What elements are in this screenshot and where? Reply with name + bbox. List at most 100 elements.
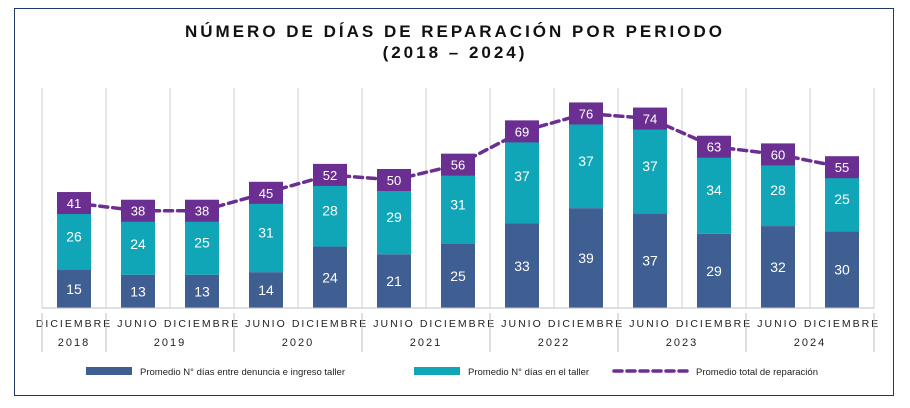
total-value-label: 69	[515, 124, 529, 139]
total-value-badge	[441, 153, 475, 176]
bar-bottom-value-label: 39	[578, 250, 594, 266]
year-label: 2022	[538, 337, 570, 349]
x-tick-label: DICIEMBRE	[548, 318, 624, 330]
legend-swatch-top	[414, 367, 460, 375]
bar-bottom-value-label: 24	[322, 269, 338, 285]
year-label: 2024	[794, 337, 826, 349]
bar-top-segment	[505, 128, 539, 224]
legend-label-line: Promedio total de reparación	[696, 367, 818, 378]
bar-top-segment	[57, 203, 91, 270]
bar-bottom-segment	[121, 274, 155, 308]
bar-top-value-label: 34	[706, 182, 722, 198]
year-label: 2020	[282, 337, 314, 349]
total-value-label: 76	[579, 106, 593, 121]
total-value-badge	[761, 143, 795, 166]
total-value-badge	[249, 181, 283, 204]
x-tick-label: DICIEMBRE	[804, 318, 880, 330]
bar-bottom-value-label: 21	[386, 273, 402, 289]
total-value-label: 45	[259, 186, 273, 201]
bar-bottom-segment	[377, 254, 411, 308]
year-label: 2019	[154, 337, 186, 349]
bar-bottom-value-label: 13	[130, 283, 146, 299]
bar-bottom-value-label: 14	[258, 282, 274, 298]
x-tick-label: DICIEMBRE	[420, 318, 496, 330]
bar-bottom-value-label: 33	[514, 258, 530, 274]
bar-bottom-segment	[57, 269, 91, 308]
total-value-label: 74	[643, 112, 657, 127]
bar-bottom-segment	[761, 226, 795, 308]
bar-bottom-segment	[441, 244, 475, 308]
x-tick-label: JUNIO	[757, 318, 799, 330]
bar-bottom-segment	[505, 223, 539, 308]
total-value-badge	[313, 163, 347, 186]
bar-bottom-segment	[313, 246, 347, 308]
x-tick-label: JUNIO	[629, 318, 671, 330]
bar-bottom-segment	[185, 274, 219, 308]
x-tick-label: DICIEMBRE	[676, 318, 752, 330]
year-label: 2018	[58, 337, 90, 349]
bar-top-segment	[249, 192, 283, 273]
total-value-label: 56	[451, 158, 465, 173]
x-tick-label: JUNIO	[501, 318, 543, 330]
total-value-label: 52	[323, 168, 337, 183]
bar-top-value-label: 25	[834, 191, 850, 207]
total-value-badge	[377, 169, 411, 191]
total-value-label: 60	[771, 147, 785, 162]
total-value-label: 38	[131, 204, 145, 219]
bar-top-value-label: 26	[66, 228, 82, 244]
bar-top-segment	[377, 180, 411, 255]
bar-top-segment	[633, 118, 667, 214]
total-value-badge	[825, 156, 859, 179]
bar-top-value-label: 28	[322, 203, 338, 219]
total-value-badge	[633, 107, 667, 130]
bar-bottom-value-label: 13	[194, 283, 210, 299]
x-tick-label: JUNIO	[245, 318, 287, 330]
x-tick-label: JUNIO	[117, 318, 159, 330]
x-tick-label: JUNIO	[373, 318, 415, 330]
total-value-badge	[505, 120, 539, 143]
bar-bottom-value-label: 25	[450, 268, 466, 284]
bar-top-segment	[569, 113, 603, 209]
bar-bottom-value-label: 37	[642, 253, 658, 269]
chart-subtitle: (2018 – 2024)	[382, 43, 528, 62]
chart-title: NÚMERO DE DÍAS DE REPARACIÓN POR PERIODO	[184, 22, 725, 41]
bar-bottom-value-label: 29	[706, 263, 722, 279]
bar-bottom-segment	[633, 213, 667, 308]
legend-label-bottom: Promedio N° días entre denuncia e ingres…	[140, 367, 345, 378]
bar-top-value-label: 37	[642, 158, 658, 174]
bar-top-segment	[121, 213, 155, 275]
bar-bottom-value-label: 30	[834, 262, 850, 278]
total-value-badge	[569, 102, 603, 125]
total-value-badge	[185, 199, 219, 222]
bar-top-value-label: 25	[194, 235, 210, 251]
x-tick-label: DICIEMBRE	[292, 318, 368, 330]
total-value-label: 55	[835, 160, 849, 175]
bar-bottom-segment	[825, 231, 859, 308]
x-tick-label: DICIEMBRE	[36, 318, 112, 330]
bar-top-value-label: 29	[386, 209, 402, 225]
x-tick-label: DICIEMBRE	[164, 318, 240, 330]
bar-top-value-label: 24	[130, 236, 146, 252]
bar-top-segment	[441, 164, 475, 244]
total-value-badge	[121, 199, 155, 222]
bar-bottom-segment	[569, 208, 603, 308]
total-value-label: 38	[195, 204, 209, 219]
total-value-badge	[57, 192, 91, 215]
bar-top-segment	[761, 154, 795, 227]
legend-label-top: Promedio N° días en el taller	[468, 367, 589, 378]
total-value-badge	[697, 135, 731, 158]
total-value-label: 50	[387, 173, 401, 188]
legend-swatch-bottom	[86, 367, 132, 375]
bar-top-value-label: 37	[514, 168, 530, 184]
bar-bottom-value-label: 32	[770, 259, 786, 275]
bar-top-segment	[313, 174, 347, 247]
bar-bottom-segment	[697, 233, 731, 308]
bar-top-value-label: 31	[258, 224, 274, 240]
bar-top-value-label: 28	[770, 182, 786, 198]
bar-top-value-label: 37	[578, 153, 594, 169]
bar-bottom-segment	[249, 272, 283, 308]
year-label: 2021	[410, 337, 442, 349]
bar-bottom-value-label: 15	[66, 281, 82, 297]
bar-top-segment	[697, 146, 731, 234]
